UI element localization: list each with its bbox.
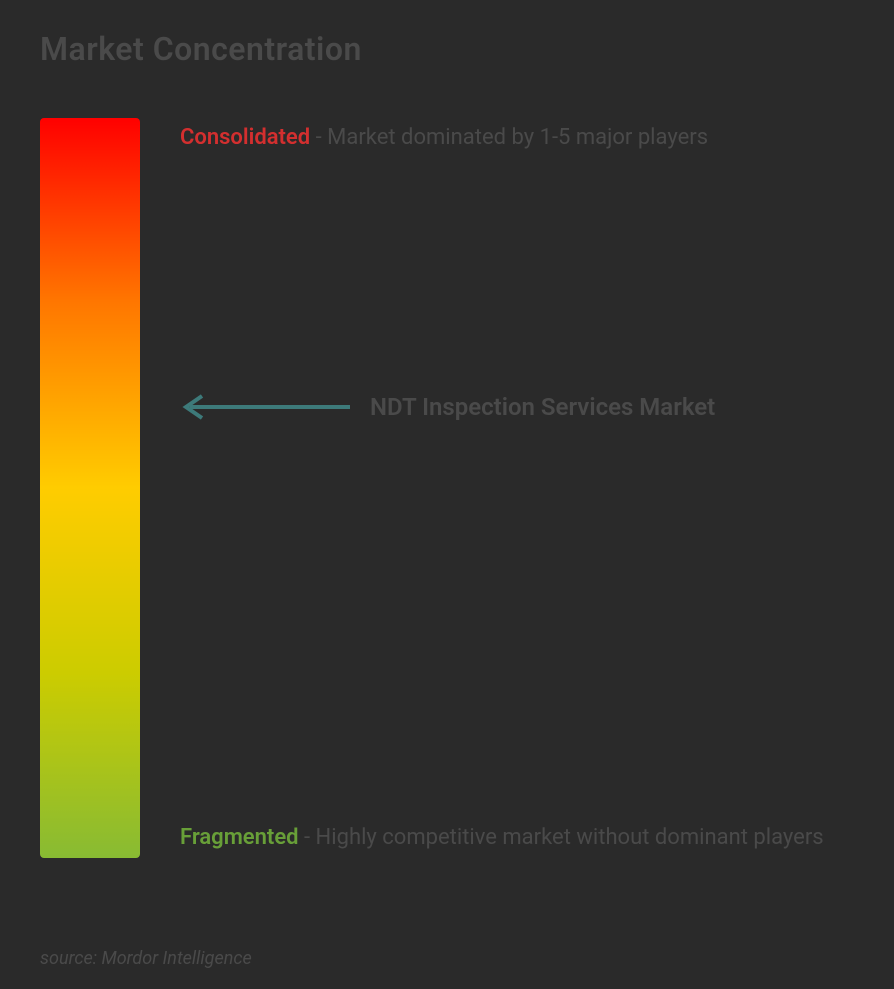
- concentration-gradient-bar: [40, 118, 140, 858]
- fragmented-label: Fragmented - Highly competitive market w…: [180, 818, 854, 858]
- chart-body: Consolidated - Market dominated by 1-5 m…: [40, 118, 854, 858]
- fragmented-highlight: Fragmented: [180, 825, 299, 850]
- market-name-label: NDT Inspection Services Market: [370, 393, 715, 421]
- chart-title: Market Concentration: [40, 30, 854, 68]
- market-position-marker: NDT Inspection Services Market: [180, 392, 715, 422]
- source-attribution: source: Mordor Intelligence: [40, 948, 252, 969]
- chart-labels-area: Consolidated - Market dominated by 1-5 m…: [180, 118, 854, 858]
- consolidated-label: Consolidated - Market dominated by 1-5 m…: [180, 118, 854, 158]
- consolidated-description: - Market dominated by 1-5 major players: [316, 125, 708, 150]
- consolidated-highlight: Consolidated: [180, 125, 310, 150]
- fragmented-description: - Highly competitive market without domi…: [304, 825, 824, 850]
- arrow-left-icon: [180, 392, 350, 422]
